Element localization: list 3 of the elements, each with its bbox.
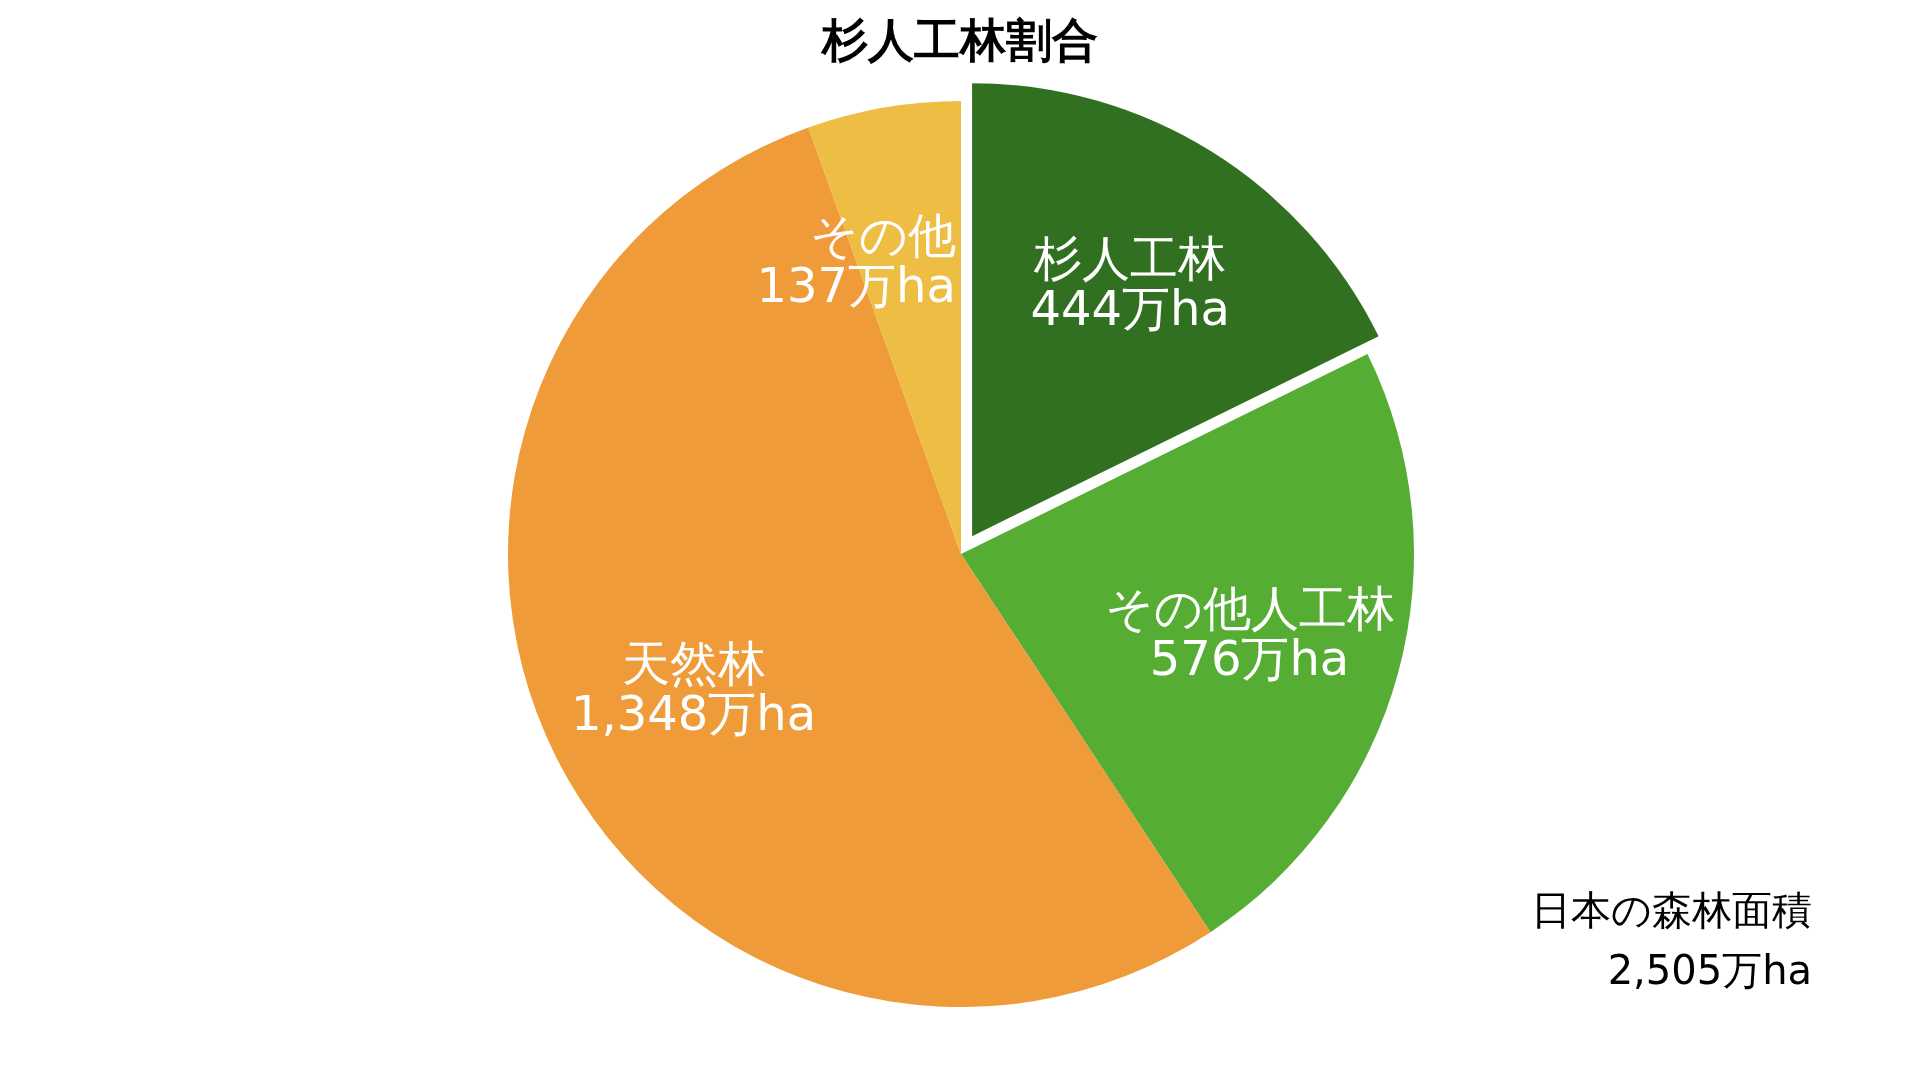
chart-title: 杉人工林割合 [820, 12, 1099, 68]
text: 日本の森林面積 [1531, 886, 1812, 935]
text: 2,505万ha [1606, 946, 1812, 995]
